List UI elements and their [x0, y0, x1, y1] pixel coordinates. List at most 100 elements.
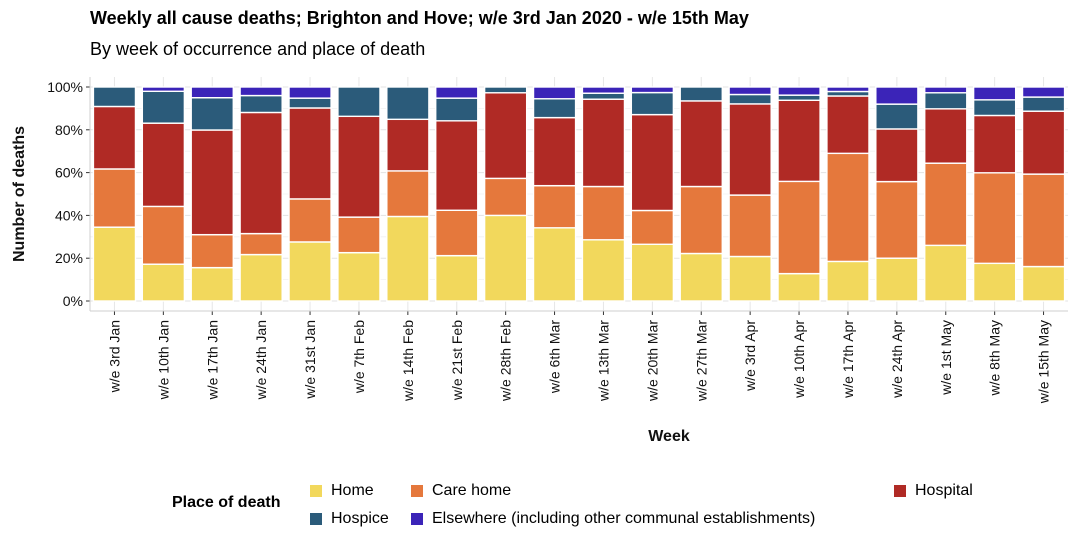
legend-label-hospital: Hospital — [915, 482, 973, 499]
bar-segment — [924, 244, 968, 302]
x-tick-label: w/e 8th May — [987, 320, 1003, 396]
y-axis-title: Number of deaths — [11, 126, 28, 262]
bar-segment — [972, 172, 1017, 265]
bar-segment — [924, 162, 968, 247]
legend-item-hospice: Hospice — [310, 510, 389, 528]
x-tick-label: w/e 24th Apr — [889, 320, 905, 399]
legend-swatch-hospital — [894, 485, 906, 497]
bar-segment — [92, 168, 137, 228]
x-tick-label: w/e 3rd Jan — [106, 320, 122, 393]
x-tick-label: w/e 31st Jan — [302, 320, 318, 400]
legend-swatch-elsewhere — [411, 513, 423, 525]
bar-segment — [924, 108, 968, 164]
x-tick-label: w/e 6th Mar — [547, 320, 563, 394]
bar-segment — [435, 120, 479, 211]
bar-segment — [630, 91, 675, 116]
x-axis-title: Week — [648, 428, 690, 445]
legend-item-home: Home — [310, 482, 374, 500]
bar-segment — [972, 262, 1017, 302]
x-tick-label: w/e 17th Apr — [840, 320, 856, 399]
bar-segment — [288, 97, 332, 109]
bar-segment — [92, 86, 137, 108]
bar-segment — [728, 86, 772, 96]
bar-segment — [141, 205, 186, 265]
bar-segment — [239, 253, 283, 302]
bar-segment — [190, 129, 234, 236]
bar-segment — [1021, 96, 1066, 112]
bar-segment — [728, 103, 772, 196]
bar-segment — [288, 198, 332, 243]
bar-segment — [1021, 110, 1066, 175]
bar-segment — [581, 185, 626, 241]
legend-label-home: Home — [331, 482, 374, 499]
bar-segment — [972, 99, 1017, 117]
bar-segment — [581, 98, 626, 188]
x-tick-label: w/e 20th Mar — [644, 320, 660, 402]
legend-label-elsewhere: Elsewhere (including other communal esta… — [432, 510, 816, 527]
y-tick-label: 20% — [55, 250, 83, 266]
bar-segment — [777, 99, 821, 183]
y-tick-label: 80% — [55, 122, 83, 138]
bar-segment — [239, 86, 283, 97]
x-tick-label: w/e 13th Mar — [595, 320, 611, 402]
bar-segment — [728, 93, 772, 105]
bar-segment — [581, 239, 626, 302]
bar-segment — [288, 241, 332, 302]
bar-segment — [190, 266, 234, 302]
bar-segment — [190, 96, 234, 131]
bar-segment — [728, 255, 772, 302]
x-tick-label: w/e 14th Feb — [400, 320, 416, 402]
bar-segment — [679, 185, 723, 255]
bar-segment — [386, 170, 430, 218]
bar-segment — [875, 257, 919, 302]
bar-segment — [435, 254, 479, 302]
bar-segment — [435, 97, 479, 122]
y-tick-label: 100% — [47, 79, 83, 95]
bar-segment — [532, 227, 577, 302]
x-tick-label: w/e 27th Mar — [693, 320, 709, 402]
legend-title: Place of death — [172, 494, 281, 511]
bar-segment — [386, 118, 430, 172]
legend-swatch-care-home — [411, 485, 423, 497]
bar-segment — [679, 252, 723, 302]
bar-segment — [777, 180, 821, 275]
bar-segment — [875, 103, 919, 130]
bar-segment — [141, 90, 186, 124]
bar-segment — [92, 105, 137, 170]
bar-segment — [924, 92, 968, 110]
bar-segment — [435, 209, 479, 257]
bar-segment — [239, 94, 283, 114]
bar-segment — [1021, 265, 1066, 302]
bar-segment — [239, 232, 283, 256]
y-tick-label: 0% — [63, 293, 83, 309]
x-tick-label: w/e 1st May — [938, 320, 954, 396]
bar-segment — [924, 86, 968, 94]
bar-segment — [337, 115, 381, 218]
bar-segment — [288, 107, 332, 200]
legend-item-care-home: Care home — [411, 482, 511, 500]
x-tick-label: w/e 7th Feb — [351, 320, 367, 394]
bar-segment — [483, 177, 528, 217]
bar-segment — [826, 86, 870, 93]
legend-item-hospital: Hospital — [894, 482, 973, 500]
x-tick-label: w/e 10th Jan — [155, 320, 171, 400]
bar-segment — [483, 86, 528, 94]
bar-segment — [826, 95, 870, 155]
bar-segment — [875, 86, 919, 105]
bar-segment — [777, 272, 821, 302]
bar-segment — [972, 86, 1017, 101]
bar-segment — [483, 92, 528, 180]
bar-segment — [826, 260, 870, 302]
legend-item-elsewhere: Elsewhere (including other communal esta… — [411, 510, 815, 528]
bar-segment — [630, 243, 675, 302]
bar-segment — [532, 98, 577, 119]
bar-segment — [630, 113, 675, 212]
legend-swatch-hospice — [310, 513, 322, 525]
bar-segment — [777, 86, 821, 96]
legend-swatch-home — [310, 485, 322, 497]
bar-segment — [581, 92, 626, 100]
bar-segment — [483, 214, 528, 302]
bar-segment — [288, 86, 332, 99]
bar-segment — [728, 194, 772, 258]
